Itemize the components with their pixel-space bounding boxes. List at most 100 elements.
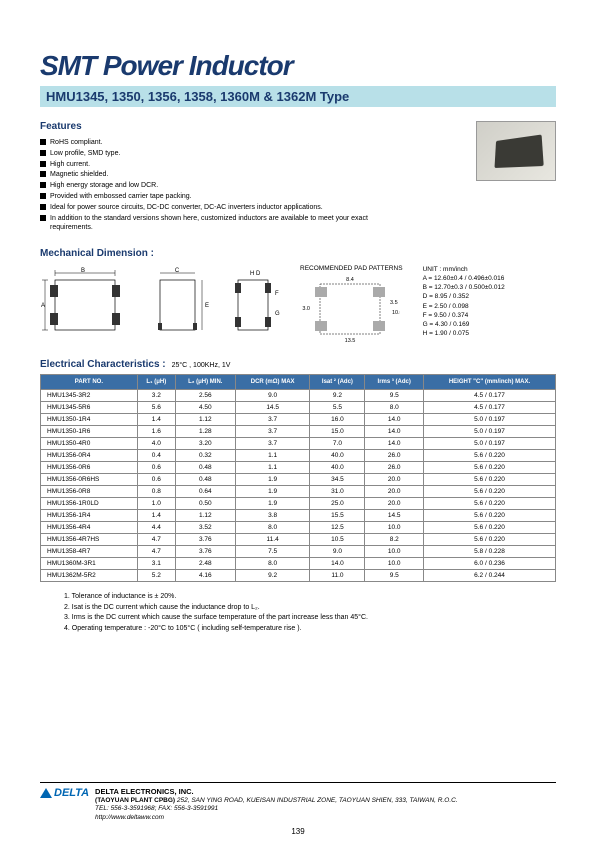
page-number: 139 — [291, 827, 304, 836]
feature-item: Ideal for power source circuits, DC-DC c… — [40, 203, 400, 213]
mech-heading: Mechanical Dimension : — [40, 248, 556, 259]
bullet-icon — [40, 204, 46, 210]
value-cell: 4.5 / 0.177 — [424, 390, 556, 402]
value-cell: 3.76 — [175, 546, 235, 558]
logo-text: DELTA — [54, 787, 89, 799]
bullet-icon — [40, 182, 46, 188]
value-cell: 7.0 — [310, 438, 365, 450]
value-cell: 5.6 / 0.220 — [424, 450, 556, 462]
value-cell: 14.0 — [310, 558, 365, 570]
value-cell: 3.20 — [175, 438, 235, 450]
value-cell: 1.9 — [235, 474, 310, 486]
part-number-cell: HMU1345-5R6 — [41, 402, 138, 414]
svg-text:8.4: 8.4 — [346, 277, 354, 283]
value-cell: 5.6 / 0.220 — [424, 522, 556, 534]
feature-item: Low profile, SMD type. — [40, 149, 400, 159]
table-row: HMU1362M-5R25.24.169.211.09.56.2 / 0.244 — [41, 570, 556, 582]
plant-label: (TAOYUAN PLANT CPBG) — [95, 797, 175, 804]
value-cell: 0.32 — [175, 450, 235, 462]
value-cell: 1.28 — [175, 426, 235, 438]
part-number-cell: HMU1360M-3R1 — [41, 558, 138, 570]
component-photo — [476, 121, 556, 181]
features-heading: Features — [40, 121, 400, 132]
value-cell: 4.4 — [137, 522, 175, 534]
value-cell: 5.2 — [137, 570, 175, 582]
value-cell: 4.7 — [137, 546, 175, 558]
unit-line: A = 12.60±0.4 / 0.496±0.016 — [423, 274, 505, 283]
value-cell: 26.0 — [365, 450, 424, 462]
svg-text:10.0: 10.0 — [392, 310, 400, 316]
feature-text: In addition to the standard versions sho… — [50, 214, 400, 234]
value-cell: 5.6 / 0.220 — [424, 486, 556, 498]
value-cell: 5.6 / 0.220 — [424, 462, 556, 474]
value-cell: 11.4 — [235, 534, 310, 546]
note-line: 1. Tolerance of inductance is ± 20%. — [64, 592, 556, 603]
note-line: 2. Isat is the DC current which cause th… — [64, 603, 556, 614]
value-cell: 9.0 — [310, 546, 365, 558]
value-cell: 3.1 — [137, 558, 175, 570]
value-cell: 8.2 — [365, 534, 424, 546]
notes-block: 1. Tolerance of inductance is ± 20%.2. I… — [40, 592, 556, 634]
value-cell: 4.50 — [175, 402, 235, 414]
table-row: HMU1358-4R74.73.767.59.010.05.8 / 0.228 — [41, 546, 556, 558]
table-header: DCR (mΩ) MAX — [235, 375, 310, 390]
table-header: L₁ (μH) — [137, 375, 175, 390]
table-row: HMU1356-0R60.60.481.140.026.05.6 / 0.220 — [41, 462, 556, 474]
value-cell: 8.0 — [365, 402, 424, 414]
svg-text:C: C — [175, 268, 180, 274]
value-cell: 2.48 — [175, 558, 235, 570]
value-cell: 1.6 — [137, 426, 175, 438]
part-number-cell: HMU1356-0R6 — [41, 462, 138, 474]
value-cell: 14.0 — [365, 426, 424, 438]
part-number-cell: HMU1356-0R8 — [41, 486, 138, 498]
part-number-cell: HMU1356-0R6HS — [41, 474, 138, 486]
value-cell: 5.6 / 0.220 — [424, 474, 556, 486]
table-row: HMU1356-1R41.41.123.815.514.55.6 / 0.220 — [41, 510, 556, 522]
table-row: HMU1356-4R7HS4.73.7611.410.58.25.6 / 0.2… — [41, 534, 556, 546]
value-cell: 0.50 — [175, 498, 235, 510]
main-title: SMT Power Inductor — [40, 50, 556, 82]
value-cell: 1.12 — [175, 510, 235, 522]
table-row: HMU1350-1R61.61.283.715.014.05.0 / 0.197 — [41, 426, 556, 438]
value-cell: 5.6 / 0.220 — [424, 510, 556, 522]
unit-line: B = 12.70±0.3 / 0.500±0.012 — [423, 283, 505, 292]
value-cell: 34.5 — [310, 474, 365, 486]
svg-text:B: B — [81, 268, 85, 274]
elec-conditions: 25°C , 100KHz, 1V — [172, 362, 231, 369]
delta-logo: DELTA — [40, 787, 89, 799]
table-row: HMU1360M-3R13.12.488.014.010.06.0 / 0.23… — [41, 558, 556, 570]
svg-text:3.0: 3.0 — [302, 306, 310, 312]
table-header: Isat ² (Adc) — [310, 375, 365, 390]
value-cell: 4.5 / 0.177 — [424, 402, 556, 414]
table-row: HMU1356-0R40.40.321.140.026.05.6 / 0.220 — [41, 450, 556, 462]
value-cell: 3.76 — [175, 534, 235, 546]
part-number-cell: HMU1356-0R4 — [41, 450, 138, 462]
dim-side-view: C E — [150, 265, 210, 345]
value-cell: 5.0 / 0.197 — [424, 426, 556, 438]
value-cell: 40.0 — [310, 462, 365, 474]
value-cell: 16.0 — [310, 414, 365, 426]
value-cell: 0.6 — [137, 462, 175, 474]
unit-definitions: UNIT : mm/inchA = 12.60±0.4 / 0.496±0.01… — [423, 265, 505, 338]
svg-text:A: A — [41, 303, 45, 309]
value-cell: 20.0 — [365, 474, 424, 486]
value-cell: 10.0 — [365, 546, 424, 558]
part-number-cell: HMU1350-1R4 — [41, 414, 138, 426]
value-cell: 5.6 — [137, 402, 175, 414]
value-cell: 9.5 — [365, 390, 424, 402]
value-cell: 1.4 — [137, 414, 175, 426]
value-cell: 3.7 — [235, 438, 310, 450]
table-row: HMU1356-1R0LD1.00.501.925.020.05.6 / 0.2… — [41, 498, 556, 510]
feature-item: High current. — [40, 160, 400, 170]
table-row: HMU1350-1R41.41.123.716.014.05.0 / 0.197 — [41, 414, 556, 426]
part-number-cell: HMU1345-3R2 — [41, 390, 138, 402]
tel-fax: TEL: 556-3-3591968; FAX: 556-3-3591991 — [95, 805, 458, 813]
footer: DELTA DELTA ELECTRONICS, INC. (TAOYUAN P… — [40, 782, 556, 822]
value-cell: 8.0 — [235, 522, 310, 534]
value-cell: 4.16 — [175, 570, 235, 582]
elec-heading: Electrical Characteristics : — [40, 359, 166, 370]
value-cell: 12.5 — [310, 522, 365, 534]
bullet-icon — [40, 171, 46, 177]
value-cell: 14.5 — [365, 510, 424, 522]
value-cell: 15.0 — [310, 426, 365, 438]
